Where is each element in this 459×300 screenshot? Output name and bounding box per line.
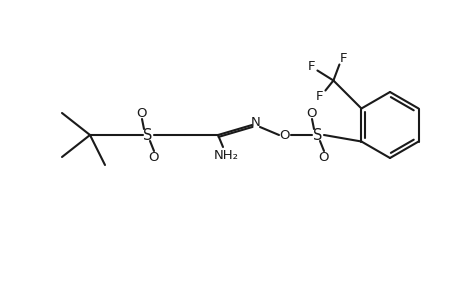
- Text: NH₂: NH₂: [213, 148, 238, 161]
- Text: S: S: [313, 128, 322, 142]
- Text: S: S: [143, 128, 152, 142]
- Text: F: F: [339, 52, 347, 65]
- Text: O: O: [148, 151, 159, 164]
- Text: N: N: [251, 116, 260, 128]
- Text: F: F: [307, 60, 314, 73]
- Text: F: F: [315, 90, 323, 103]
- Text: O: O: [136, 106, 147, 119]
- Text: O: O: [306, 106, 317, 119]
- Text: O: O: [279, 128, 290, 142]
- Text: O: O: [318, 151, 329, 164]
